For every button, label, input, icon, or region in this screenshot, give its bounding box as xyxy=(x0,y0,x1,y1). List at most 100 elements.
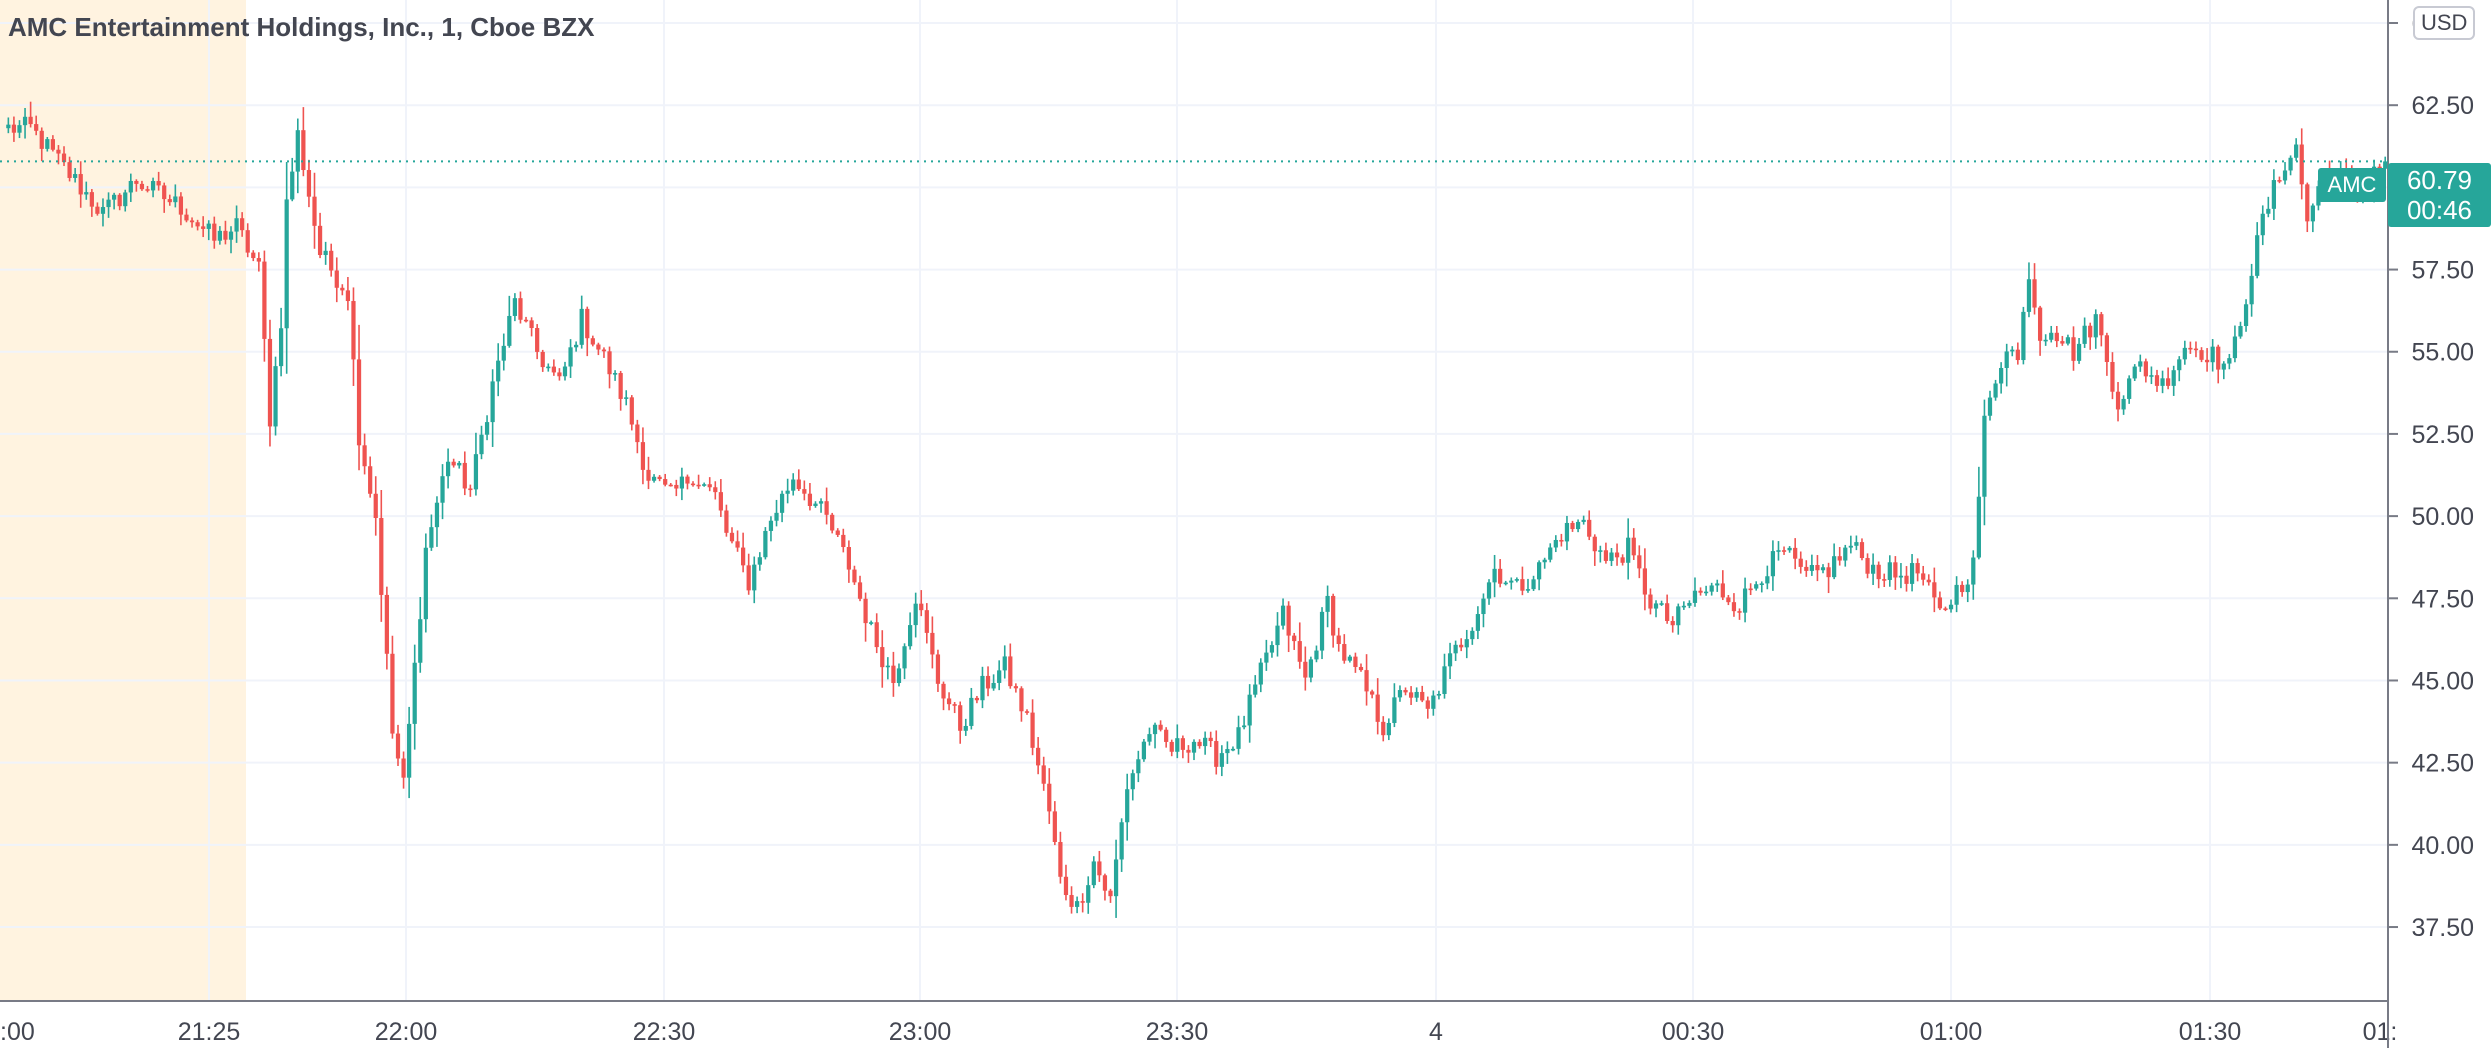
candle-body xyxy=(1019,688,1024,712)
candle-body xyxy=(1915,563,1920,574)
candle-body xyxy=(2199,350,2204,360)
candle-body xyxy=(952,704,957,706)
candle-body xyxy=(2076,343,2082,361)
candle-body xyxy=(1737,611,1742,613)
candle-body xyxy=(568,347,573,367)
candle-body xyxy=(1659,603,1664,605)
candle-body xyxy=(1715,583,1720,586)
candle-body xyxy=(1058,842,1063,877)
candle-body xyxy=(368,466,373,494)
candle-body xyxy=(1069,895,1074,907)
candle-body xyxy=(1008,656,1013,687)
candle-body xyxy=(1036,747,1041,766)
x-tick-label: 23:30 xyxy=(1146,1018,1209,1046)
candle-body xyxy=(1442,666,1447,694)
candle-body xyxy=(1169,741,1174,752)
candle-body xyxy=(935,654,941,684)
candle-body xyxy=(384,594,389,654)
candle-body xyxy=(2054,332,2059,342)
candle-body xyxy=(1570,522,1575,530)
candle-body xyxy=(2021,311,2026,361)
candle-body xyxy=(685,476,690,484)
candle-body xyxy=(896,668,902,684)
candle-body xyxy=(56,149,61,154)
candle-body xyxy=(162,185,167,200)
candle-body xyxy=(663,479,668,485)
y-tick-label: 45.00 xyxy=(2411,667,2474,695)
candle-body xyxy=(45,139,50,149)
candle-body xyxy=(312,196,317,226)
candle-body xyxy=(490,381,495,423)
candle-body xyxy=(1809,564,1814,571)
candle-body xyxy=(1692,590,1698,603)
candle-body xyxy=(373,493,378,519)
candle-body xyxy=(356,359,362,446)
candle-body xyxy=(1993,383,1998,398)
candle-body xyxy=(1392,697,1397,723)
candle-body xyxy=(1353,656,1358,667)
x-tick-label: 01: xyxy=(2363,1018,2398,1046)
candle-body xyxy=(1854,542,1859,546)
candle-body xyxy=(123,192,128,207)
candle-body xyxy=(958,705,963,731)
currency-selector[interactable]: USD xyxy=(2413,6,2476,40)
candle-body xyxy=(1859,542,1865,559)
candle-body xyxy=(468,488,473,491)
candle-body xyxy=(1676,606,1681,626)
candle-body xyxy=(1347,656,1352,661)
candle-body xyxy=(323,250,328,256)
candle-body xyxy=(557,372,562,377)
candle-body xyxy=(774,512,779,521)
candle-body xyxy=(2277,180,2282,182)
candle-body xyxy=(1948,604,1954,610)
candle-body xyxy=(340,287,345,291)
candle-body xyxy=(651,476,657,481)
bar-countdown: 00:46 xyxy=(2406,195,2473,225)
candle-body xyxy=(1319,611,1325,651)
candle-body xyxy=(679,476,685,489)
candle-body xyxy=(1447,653,1453,667)
candle-body xyxy=(134,180,139,184)
candle-body xyxy=(1503,582,1508,585)
candle-body xyxy=(379,518,384,595)
candle-body xyxy=(963,725,968,731)
candle-body xyxy=(1726,597,1731,603)
candle-body xyxy=(1960,584,1965,593)
candle-body xyxy=(763,530,768,558)
candle-body xyxy=(2037,307,2043,341)
candle-body xyxy=(1342,644,1347,661)
candle-body xyxy=(1113,859,1119,897)
candle-body xyxy=(2127,378,2132,399)
candle-body xyxy=(1665,603,1670,621)
candle-body xyxy=(518,298,523,320)
candle-body xyxy=(1770,551,1776,577)
candle-body xyxy=(1971,557,1976,585)
candle-body xyxy=(841,534,846,548)
candle-body xyxy=(1742,588,1748,613)
candle-body xyxy=(980,675,985,701)
candle-body xyxy=(145,189,150,191)
y-tick-label: 42.50 xyxy=(2411,750,2474,778)
candle-body xyxy=(2216,346,2221,370)
y-tick-label: 37.50 xyxy=(2411,914,2474,942)
candle-body xyxy=(1703,591,1709,594)
candle-body xyxy=(1375,694,1380,722)
candle-body xyxy=(2043,339,2048,342)
candle-body xyxy=(67,162,72,178)
candle-body xyxy=(618,373,623,399)
candle-body xyxy=(601,349,607,352)
candle-body xyxy=(791,479,796,491)
candle-body xyxy=(702,484,707,486)
candle-body xyxy=(1509,580,1514,583)
candle-body xyxy=(2071,337,2076,361)
candle-body xyxy=(290,171,295,200)
y-tick-label: 57.50 xyxy=(2411,257,2474,285)
candle-body xyxy=(284,199,289,329)
candle-body xyxy=(1492,568,1497,583)
candle-body xyxy=(1748,588,1753,591)
candle-body xyxy=(1837,556,1842,561)
candle-body xyxy=(1681,605,1686,608)
candle-body xyxy=(345,290,351,302)
candle-body xyxy=(941,683,946,699)
